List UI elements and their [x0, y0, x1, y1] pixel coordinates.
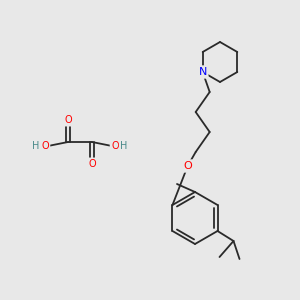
Text: O: O: [64, 115, 72, 125]
Text: O: O: [41, 141, 49, 151]
Text: O: O: [111, 141, 119, 151]
Text: H: H: [120, 141, 128, 151]
Text: H: H: [32, 141, 40, 151]
Text: O: O: [88, 159, 96, 169]
Text: N: N: [199, 67, 207, 77]
Text: O: O: [183, 161, 192, 171]
